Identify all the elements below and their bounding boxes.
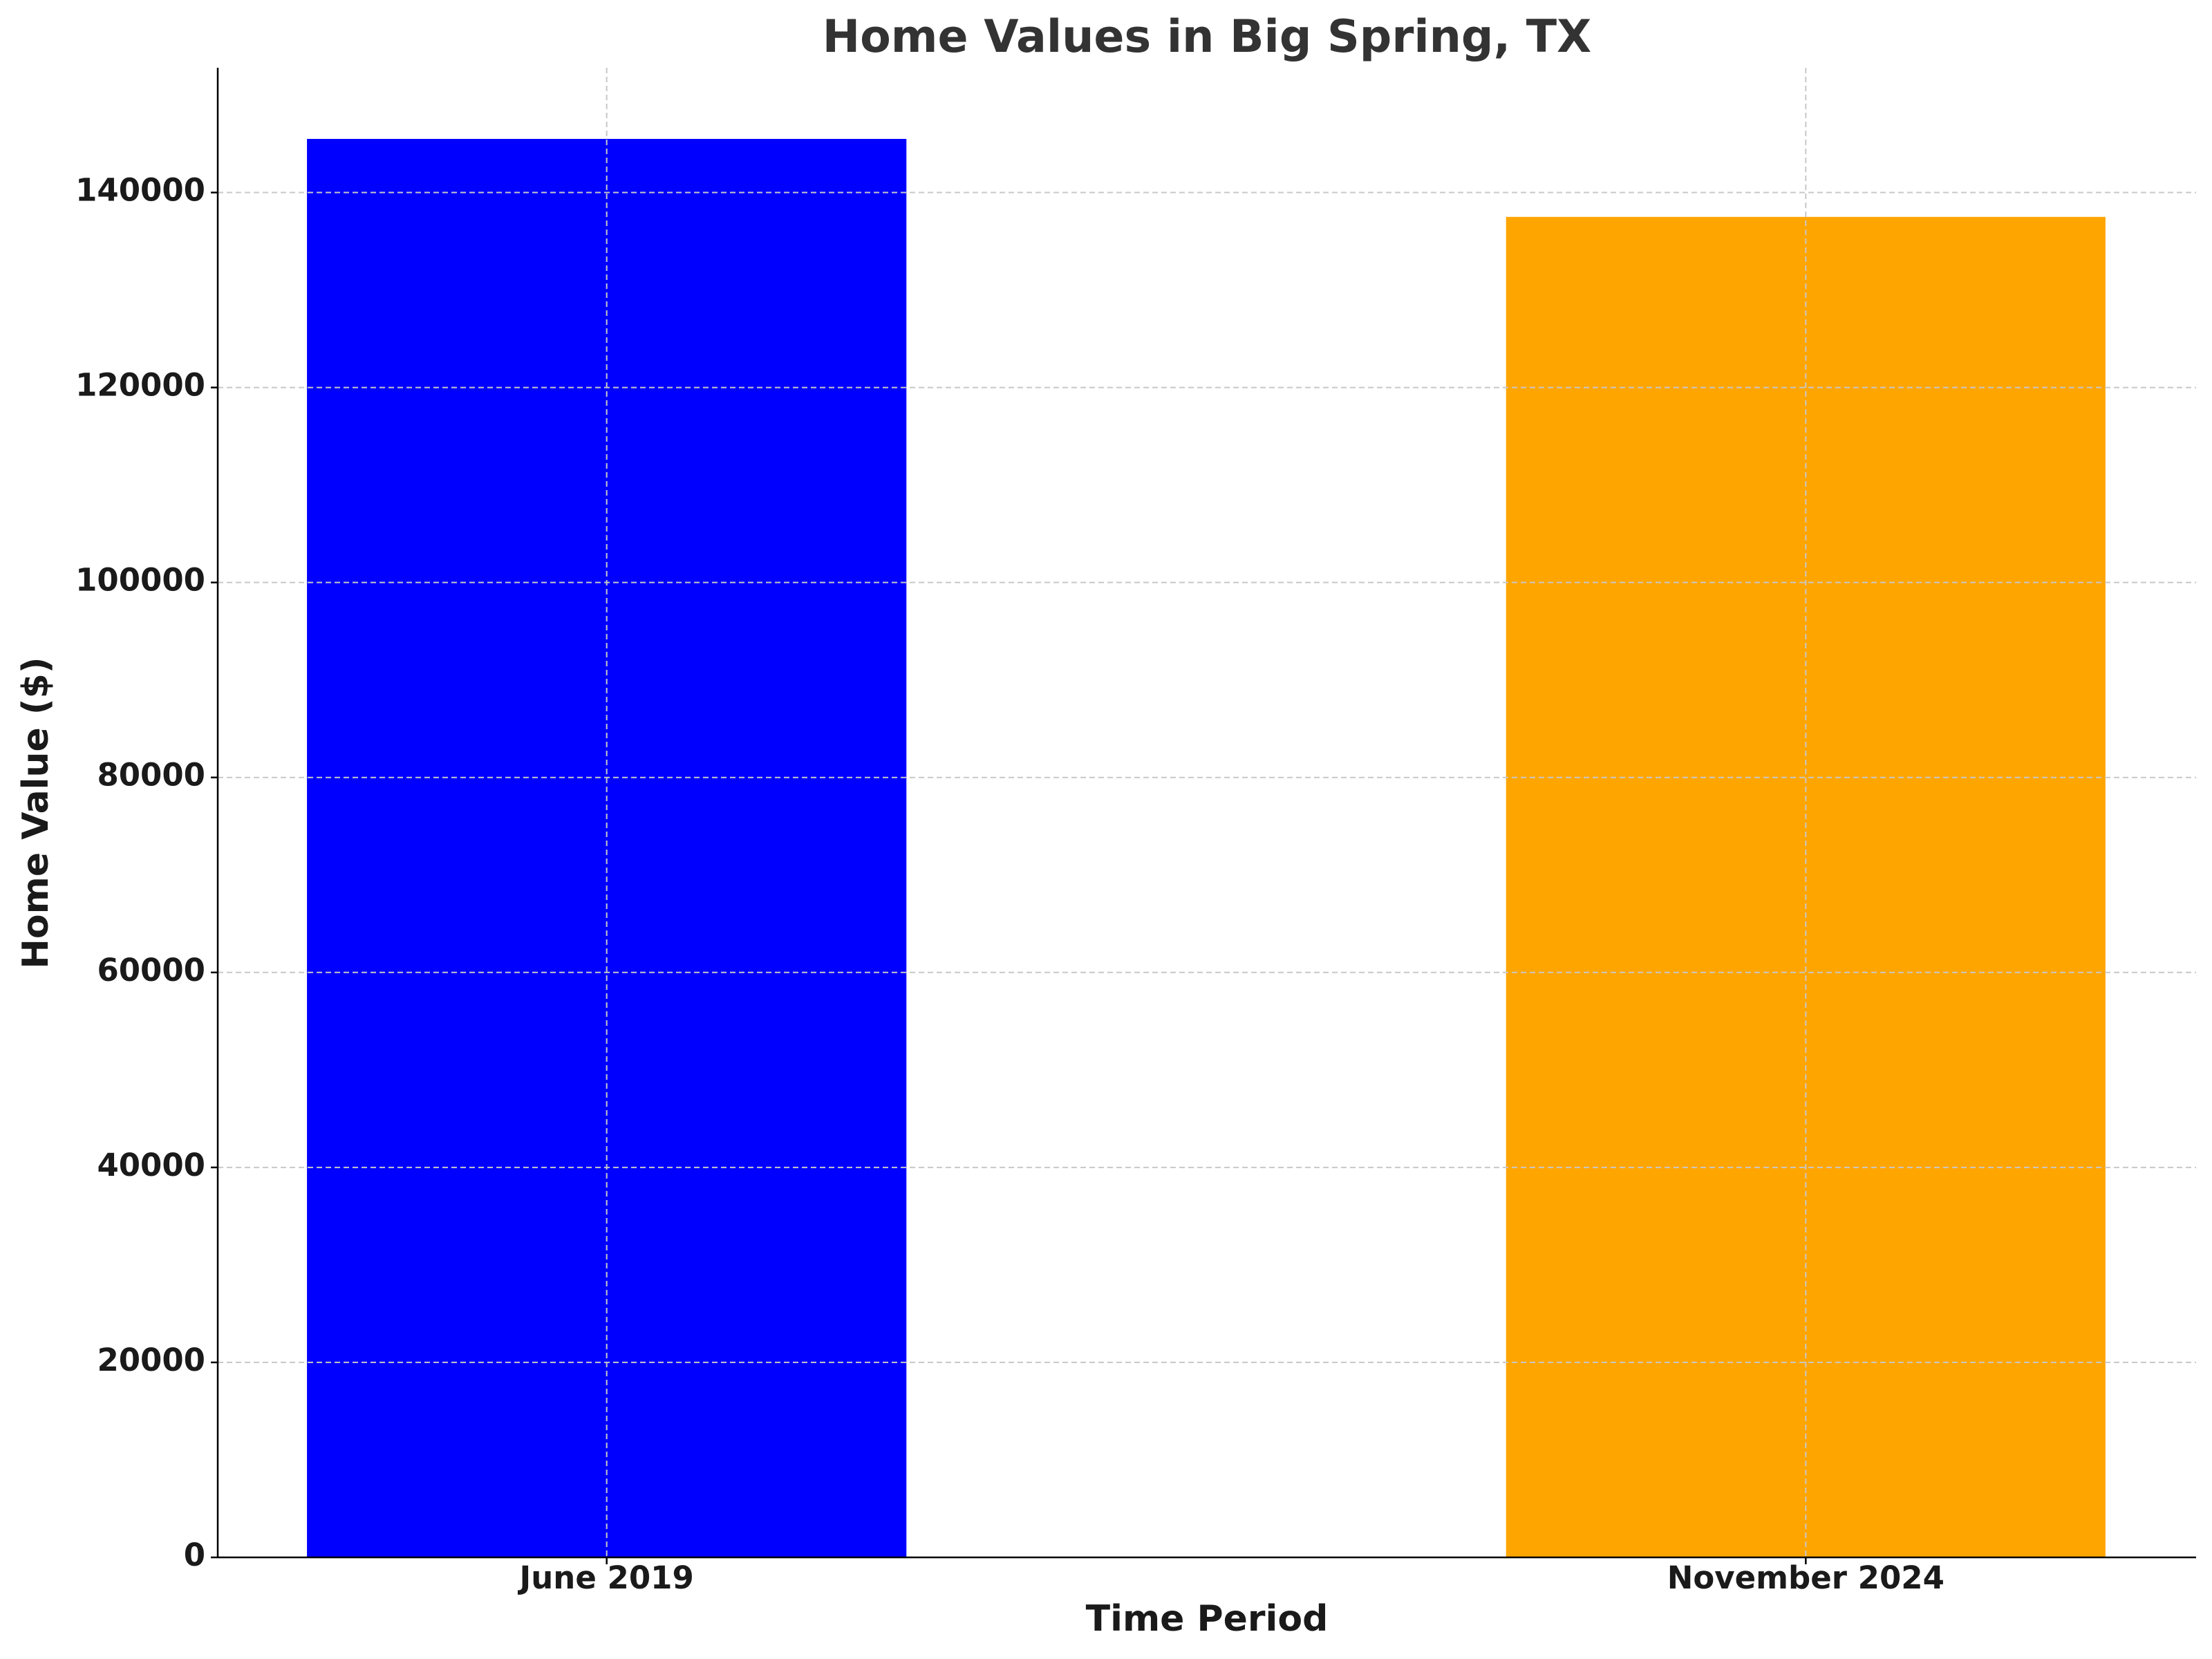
y-tick-label: 80000 bbox=[97, 757, 205, 794]
y-tick-label: 60000 bbox=[97, 952, 205, 988]
y-axis-label: Home Value ($) bbox=[15, 657, 57, 968]
x-tick-label: November 2024 bbox=[1667, 1559, 1944, 1596]
y-tick-label: 120000 bbox=[75, 367, 205, 404]
y-tick-label: 40000 bbox=[97, 1147, 205, 1183]
x-tick-label: June 2019 bbox=[518, 1559, 694, 1596]
chart-title: Home Values in Big Spring, TX bbox=[823, 11, 1592, 63]
x-axis-label: Time Period bbox=[1086, 1598, 1329, 1640]
y-tick-label: 0 bbox=[184, 1537, 205, 1573]
y-tick-label: 20000 bbox=[97, 1342, 205, 1378]
y-tick-label: 140000 bbox=[75, 172, 205, 209]
y-tick-label: 100000 bbox=[75, 562, 205, 599]
